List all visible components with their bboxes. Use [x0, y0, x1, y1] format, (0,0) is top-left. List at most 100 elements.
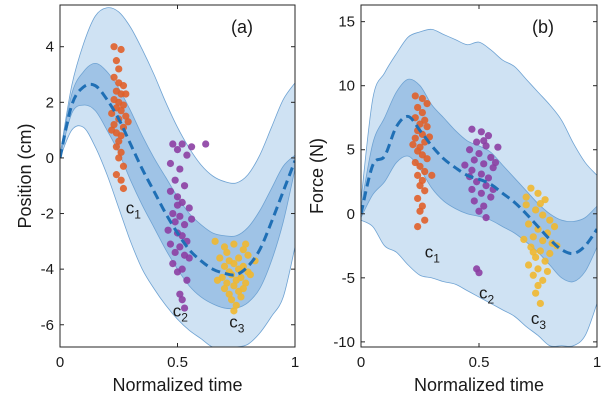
chart-a-point-c2	[180, 304, 189, 312]
chart-a-x-tick-label: 0.5	[167, 354, 188, 371]
chart-b-point-c3	[536, 299, 544, 308]
chart-a-x-axis-label: Normalized time	[112, 375, 242, 395]
chart-a-point-c3	[235, 254, 243, 262]
chart-a-point-c2	[183, 151, 191, 159]
chart-a-point-c1	[112, 57, 120, 65]
chart-b-cluster-label-c2: c2	[479, 283, 495, 306]
chart-a-point-c3	[237, 293, 245, 301]
chart-a-cluster-label-c2: c2	[173, 301, 189, 324]
chart-b-point-c2	[480, 202, 488, 210]
chart-a-point-c2	[188, 215, 196, 223]
chart-a-point-c3	[232, 301, 240, 309]
chart-b-point-c2	[470, 156, 478, 164]
chart-a-point-c1	[117, 176, 125, 184]
chart-b-point-c1	[423, 123, 431, 131]
chart-a-point-c2	[180, 221, 189, 229]
chart-b-point-c3	[536, 247, 544, 255]
chart-b-point-c2	[461, 161, 469, 169]
chart-b-x-tick-label: 0.5	[469, 354, 490, 371]
chart-b-point-c3	[550, 223, 559, 231]
chart-a-point-c2	[173, 201, 182, 209]
chart-a-point-c3	[216, 254, 224, 262]
chart-b-point-c3	[539, 276, 547, 284]
chart-b-x-tick-label: 0	[357, 354, 365, 371]
chart-b-point-c3	[532, 289, 540, 297]
chart-b-point-c2	[477, 128, 485, 136]
chart-b-point-c2	[482, 214, 490, 222]
chart-b-point-c2	[475, 149, 483, 158]
chart-b-point-c1	[416, 162, 424, 170]
chart-b-point-c3	[527, 184, 535, 192]
chart-b-point-c1	[416, 207, 424, 215]
chart-b-point-c1	[423, 100, 431, 108]
chart-b-y-tick-label: -10	[333, 334, 355, 351]
chart-a-point-c3	[235, 287, 243, 295]
chart-b-point-c2	[484, 174, 493, 182]
chart-a-point-c2	[169, 209, 177, 218]
chart-b-point-c2	[475, 207, 483, 215]
chart-a-point-c2	[166, 187, 175, 195]
chart-b-point-c2	[480, 160, 488, 168]
chart-b-point-c3	[539, 211, 547, 219]
chart-b-point-c1	[409, 141, 417, 149]
chart-a-cluster-c2	[164, 140, 210, 312]
chart-a-point-c2	[169, 259, 177, 268]
chart-a-y-tick-label: -6	[41, 317, 54, 334]
chart-a-point-c1	[110, 43, 118, 51]
chart-a-mean-line	[60, 82, 295, 277]
chart-b-point-c2	[475, 269, 483, 277]
chart-a-point-c1	[119, 101, 128, 109]
chart-a-point-c1	[112, 143, 120, 151]
chart-b-point-c3	[532, 206, 540, 214]
chart-a-point-c3	[223, 248, 231, 257]
chart-b-point-c3	[524, 220, 533, 228]
chart-a: c1 c2 c3 0 0.5 1 -6 -4 -2 0 2 4 Normalized time Po…	[15, 4, 299, 395]
chart-a-point-c1	[119, 184, 128, 193]
chart-a-point-c3	[230, 307, 238, 315]
chart-b-x-axis-label: Normalized time	[414, 375, 544, 395]
chart-b-point-c1	[414, 103, 422, 112]
chart-b-point-c3	[541, 257, 549, 265]
chart-b-point-c3	[534, 265, 542, 273]
chart-b-point-c2	[487, 193, 495, 201]
chart-b-point-c2	[473, 138, 481, 146]
chart-a-y-tick-label: -2	[41, 206, 54, 223]
chart-a-inner-band	[60, 62, 295, 310]
chart-a-y-tick-label: 0	[46, 150, 54, 167]
chart-b-point-c3	[546, 249, 554, 258]
chart-b-point-c3	[534, 189, 542, 197]
chart-b-point-c1	[428, 171, 436, 179]
chart-a-point-c1	[115, 154, 123, 162]
chart-a-ticks: 0 0.5 1 -6 -4 -2 0 2 4	[41, 5, 299, 371]
chart-b-point-c1	[421, 167, 429, 176]
chart-b-point-c1	[414, 223, 422, 231]
chart-b-y-tick-label: -5	[342, 270, 355, 287]
chart-b-y-tick-label: 0	[347, 206, 355, 223]
chart-a-point-c1	[117, 45, 125, 54]
chart-b-mean-line	[361, 114, 597, 256]
chart-a-point-c1	[115, 79, 123, 87]
chart-b-point-c3	[543, 267, 552, 276]
chart-a-point-c2	[169, 140, 177, 148]
chart-a-panel-label: (a)	[231, 17, 253, 37]
chart-a-point-c1	[122, 112, 130, 120]
chart-b-cluster-label-c1: c1	[425, 242, 441, 265]
chart-a-point-c1	[110, 120, 118, 129]
chart-b-ticks: 0 0.5 1 -10 -5 0 5 10 15	[333, 5, 601, 371]
chart-b-point-c2	[468, 166, 476, 174]
chart-a-point-c3	[235, 265, 243, 273]
chart-a-point-c2	[173, 268, 182, 276]
chart-a-point-c3	[244, 251, 252, 259]
chart-b-point-c2	[468, 185, 476, 194]
chart-b-y-tick-label: 5	[347, 142, 355, 159]
chart-a-point-c2	[176, 243, 184, 251]
chart-b-point-c3	[539, 237, 547, 245]
chart-a-point-c3	[246, 271, 254, 279]
chart-b-point-c3	[524, 261, 533, 269]
chart-a-point-c1	[117, 148, 125, 156]
chart-b-plot-area: c1 c2 c3	[361, 28, 597, 347]
chart-b-y-tick-label: 10	[338, 78, 355, 95]
chart-b-point-c2	[465, 146, 474, 154]
chart-b-point-c1	[418, 94, 426, 103]
